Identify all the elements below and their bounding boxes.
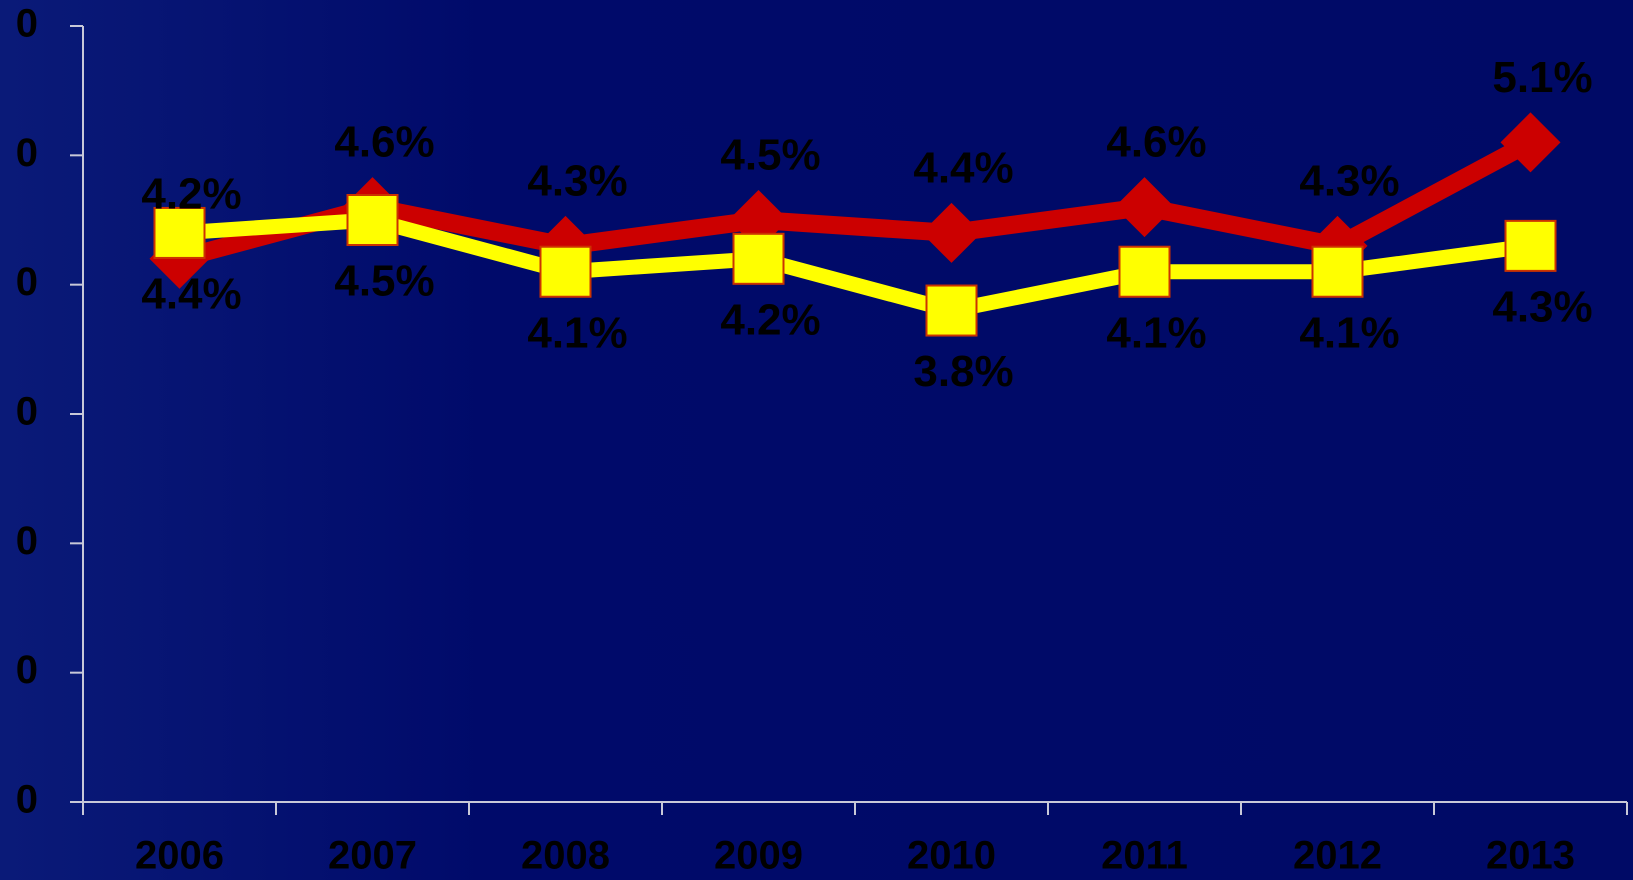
data-label: 4.3%	[1492, 282, 1592, 331]
square-marker	[1118, 245, 1171, 298]
data-label: 4.4%	[913, 144, 1013, 193]
x-tick-label: 2010	[907, 834, 996, 878]
square-marker	[1504, 219, 1557, 272]
x-tick-label: 2011	[1101, 834, 1188, 878]
y-tick-label: 0	[16, 260, 38, 304]
data-label: 4.1%	[527, 308, 627, 357]
x-tick-label: 2009	[714, 834, 803, 878]
x-tick-label: 2007	[328, 834, 417, 878]
series-line	[178, 212, 1532, 319]
x-tick-label: 2006	[135, 834, 224, 878]
square-marker	[1311, 245, 1364, 298]
square-marker	[539, 245, 592, 298]
square-marker	[153, 206, 206, 259]
data-label: 4.5%	[334, 257, 434, 306]
data-label: 4.1%	[1106, 308, 1206, 357]
x-tick-label: 2013	[1486, 834, 1575, 878]
square-marker	[346, 194, 399, 246]
data-label: 4.5%	[720, 131, 820, 180]
y-tick-label: 0	[16, 2, 38, 46]
diamond-marker	[1114, 177, 1175, 238]
square-marker	[732, 232, 785, 285]
data-label: 4.3%	[527, 156, 627, 205]
data-label: 4.1%	[1299, 308, 1399, 357]
y-tick-label: 0	[16, 519, 38, 563]
y-tick-label: 0	[16, 778, 38, 822]
data-label: 4.3%	[1299, 156, 1399, 205]
data-label: 4.6%	[1106, 118, 1206, 167]
data-label: 4.2%	[720, 295, 820, 344]
data-label: 4.2%	[141, 169, 241, 218]
series-line	[177, 134, 1535, 268]
data-label: 3.8%	[913, 347, 1013, 396]
y-tick-label: 0	[16, 390, 38, 434]
y-tick-label: 0	[16, 131, 38, 175]
data-label: 4.6%	[334, 118, 434, 167]
diamond-marker	[921, 202, 982, 263]
square-marker	[925, 284, 978, 337]
x-tick-label: 2012	[1293, 834, 1382, 878]
x-tick-label: 2008	[521, 834, 610, 878]
data-label: 5.1%	[1492, 53, 1592, 102]
data-label: 4.4%	[141, 270, 241, 319]
diamond-marker	[1500, 112, 1561, 173]
y-tick-label: 0	[16, 648, 38, 692]
